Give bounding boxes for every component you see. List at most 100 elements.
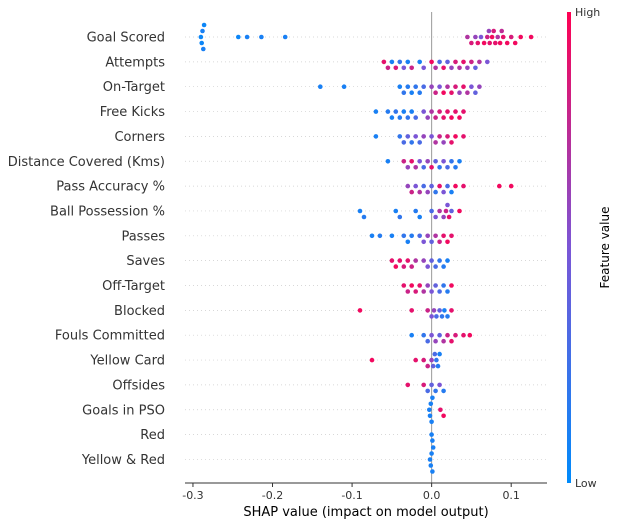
point-blocked [431,308,437,313]
point-attempts [385,65,391,71]
point-attempts [433,65,438,71]
point-saves [393,264,399,269]
point-attempts [441,65,446,71]
point-off-target [417,283,423,288]
point-pass-accuracy [437,183,442,189]
point-goal-scored [481,40,487,46]
colorbar-low-label: Low [575,477,597,490]
shap-points [198,22,534,474]
point-goal-scored [200,28,205,34]
point-goal-scored [244,34,250,40]
point-distance-covered-kms [441,159,446,164]
point-red [430,438,435,443]
point-goal-scored [473,34,478,40]
point-pass-accuracy [461,183,466,189]
point-yellow-red [427,457,433,462]
point-on-target [453,84,458,89]
point-corners [413,134,419,139]
point-ball-possession [445,202,450,208]
point-on-target [441,90,446,95]
point-free-kicks [461,109,466,114]
point-passes [377,233,383,239]
point-fouls-committed [421,332,427,338]
point-free-kicks [373,109,379,114]
point-attempts [397,59,403,65]
point-pass-accuracy [453,183,458,189]
point-passes [441,233,446,239]
feature-label-passes: Passes [121,229,165,244]
point-blocked [442,308,447,313]
point-on-target [457,90,462,95]
point-ball-possession [357,208,363,214]
point-fouls-committed [449,338,454,344]
feature-label-saves: Saves [126,254,165,269]
point-free-kicks [421,109,427,114]
point-on-target [465,90,470,95]
point-off-target [401,283,407,288]
point-off-target [445,289,450,294]
point-offsides [441,388,446,394]
point-passes [445,239,450,245]
point-yellow-card [413,357,419,363]
point-saves [401,264,407,269]
point-saves [433,264,438,269]
point-fouls-committed [453,332,458,338]
point-yellow-red [430,445,436,450]
point-corners [433,140,438,145]
point-free-kicks [405,115,411,120]
point-distance-covered-kms [437,165,442,170]
point-passes [433,233,438,239]
point-saves [425,264,431,269]
point-goals-in-pso [427,413,433,419]
point-corners [405,134,411,139]
feature-label-pass-accuracy: Pass Accuracy % [56,180,165,195]
point-passes [429,239,434,245]
point-free-kicks [409,109,415,114]
point-pass-accuracy [441,189,446,195]
point-blocked [434,314,439,319]
point-corners [429,134,434,139]
point-attempts [437,59,442,65]
point-yellow-card [425,363,431,369]
point-attempts [421,65,427,71]
point-passes [425,233,431,239]
point-distance-covered-kms [401,159,407,164]
point-off-target [437,289,442,294]
point-ball-possession [437,208,442,214]
point-distance-covered-kms [449,159,454,164]
point-yellow-red [428,463,434,468]
point-blocked [449,308,454,313]
point-fouls-committed [445,332,450,338]
point-yellow-red [430,469,435,474]
colorbar-title: Feature value [598,207,612,289]
point-pass-accuracy [433,189,438,195]
point-blocked [425,308,431,313]
point-yellow-red [429,451,434,456]
point-on-target [397,84,403,89]
point-distance-covered-kms [421,165,427,170]
point-free-kicks [433,115,438,120]
point-free-kicks [457,115,462,120]
point-on-target [405,84,411,89]
point-attempts [405,59,411,65]
point-offsides [429,382,434,388]
point-attempts [429,59,434,65]
point-corners [397,134,403,139]
point-distance-covered-kms [425,159,431,164]
point-goal-scored [491,28,497,34]
point-on-target [449,90,454,95]
point-pass-accuracy [413,183,419,189]
point-attempts [465,65,470,71]
point-free-kicks [389,115,395,120]
point-pass-accuracy [417,189,423,195]
point-goal-scored [504,40,510,46]
point-pass-accuracy [421,183,427,189]
point-goal-scored [495,34,501,40]
point-yellow-card [432,351,438,357]
point-pass-accuracy [429,183,434,189]
point-on-target [429,84,434,89]
colorbar-high-label: High [575,6,600,19]
point-yellow-card [434,357,439,363]
point-free-kicks [429,109,434,114]
